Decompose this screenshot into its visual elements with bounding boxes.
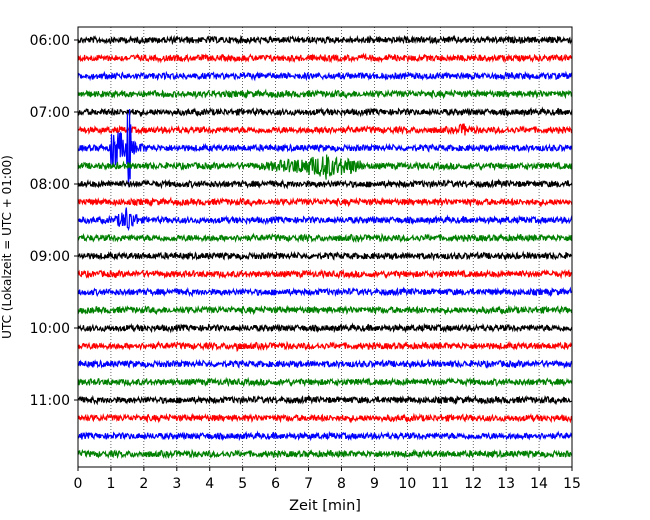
- trace-0645: [77, 88, 573, 100]
- x-tick-label-12: 12: [464, 476, 482, 492]
- x-tick-label-4: 4: [205, 476, 214, 492]
- x-tick-label-3: 3: [172, 476, 181, 492]
- trace-0845: [77, 232, 573, 244]
- x-tick-label-7: 7: [304, 476, 313, 492]
- y-tick-label-0700: 07:00: [30, 105, 70, 121]
- trace-1045: [77, 376, 573, 388]
- x-axis: 0 1 2 3 4 5 6 7 8 9 10 11 12 13 14 15: [74, 467, 581, 492]
- x-tick-label-2: 2: [139, 476, 148, 492]
- x-tick-label-8: 8: [337, 476, 346, 492]
- x-tick-label-1: 1: [106, 476, 115, 492]
- trace-0830: [77, 207, 573, 232]
- trace-1145: [77, 448, 573, 460]
- y-tick-label-0600: 06:00: [30, 33, 70, 49]
- trace-1100: [77, 394, 573, 406]
- x-tick-label-5: 5: [238, 476, 247, 492]
- trace-0630: [77, 70, 573, 82]
- trace-1030: [77, 358, 573, 370]
- trace-0730: [77, 109, 573, 186]
- trace-1000: [77, 322, 573, 334]
- trace-0615: [77, 52, 573, 64]
- y-axis: 06:00 07:00 08:00 09:00 10:00 11:00: [30, 33, 78, 409]
- trace-0700: [77, 106, 573, 118]
- x-tick-label-9: 9: [370, 476, 379, 492]
- x-axis-label: Zeit [min]: [289, 498, 361, 514]
- trace-0715: [77, 123, 573, 136]
- plot-frame: [77, 26, 573, 468]
- trace-0930: [77, 286, 573, 298]
- trace-0900: [77, 250, 573, 262]
- y-tick-label-1100: 11:00: [30, 393, 70, 409]
- x-tick-label-6: 6: [271, 476, 280, 492]
- trace-0945: [77, 304, 573, 316]
- grid-lines: [110, 27, 540, 467]
- trace-1115: [77, 412, 573, 424]
- trace-0745: [77, 154, 573, 180]
- y-tick-label-1000: 10:00: [30, 321, 70, 337]
- y-axis-label: UTC (Lokalzeit = UTC + 01:00): [0, 155, 14, 339]
- trace-0800: [77, 178, 573, 190]
- seismic-traces: [77, 34, 573, 460]
- x-tick-label-10: 10: [398, 476, 416, 492]
- x-tick-label-11: 11: [431, 476, 449, 492]
- trace-0815: [77, 196, 573, 208]
- x-tick-label-0: 0: [74, 476, 83, 492]
- y-tick-label-0900: 09:00: [30, 249, 70, 265]
- x-tick-label-13: 13: [497, 476, 515, 492]
- x-tick-label-14: 14: [530, 476, 548, 492]
- trace-1015: [77, 340, 573, 353]
- trace-0915: [77, 268, 573, 280]
- y-tick-label-0800: 08:00: [30, 177, 70, 193]
- plot-background: [78, 27, 572, 467]
- trace-0600: [77, 34, 573, 46]
- trace-1130: [77, 430, 573, 442]
- x-tick-label-15: 15: [563, 476, 581, 492]
